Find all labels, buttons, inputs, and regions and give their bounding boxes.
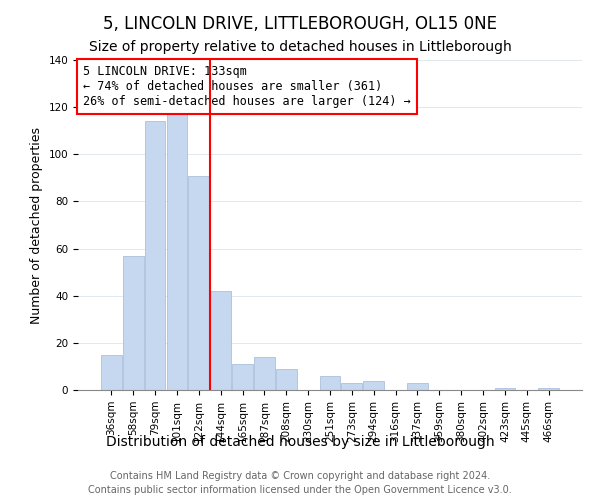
Bar: [101, 354, 122, 390]
Bar: [494, 388, 515, 390]
Bar: [188, 176, 209, 390]
Text: Contains HM Land Registry data © Crown copyright and database right 2024.
Contai: Contains HM Land Registry data © Crown c…: [88, 471, 512, 495]
Bar: [167, 114, 187, 390]
Bar: [538, 388, 559, 390]
Bar: [123, 256, 143, 390]
Bar: [341, 383, 362, 390]
Bar: [254, 357, 275, 390]
Text: Distribution of detached houses by size in Littleborough: Distribution of detached houses by size …: [106, 435, 494, 449]
Bar: [145, 122, 166, 390]
Bar: [364, 380, 384, 390]
Text: Size of property relative to detached houses in Littleborough: Size of property relative to detached ho…: [89, 40, 511, 54]
Y-axis label: Number of detached properties: Number of detached properties: [30, 126, 43, 324]
Bar: [232, 364, 253, 390]
Bar: [320, 376, 340, 390]
Bar: [210, 291, 231, 390]
Text: 5 LINCOLN DRIVE: 133sqm
← 74% of detached houses are smaller (361)
26% of semi-d: 5 LINCOLN DRIVE: 133sqm ← 74% of detache…: [83, 65, 411, 108]
Bar: [407, 383, 428, 390]
Bar: [276, 369, 296, 390]
Text: 5, LINCOLN DRIVE, LITTLEBOROUGH, OL15 0NE: 5, LINCOLN DRIVE, LITTLEBOROUGH, OL15 0N…: [103, 15, 497, 33]
